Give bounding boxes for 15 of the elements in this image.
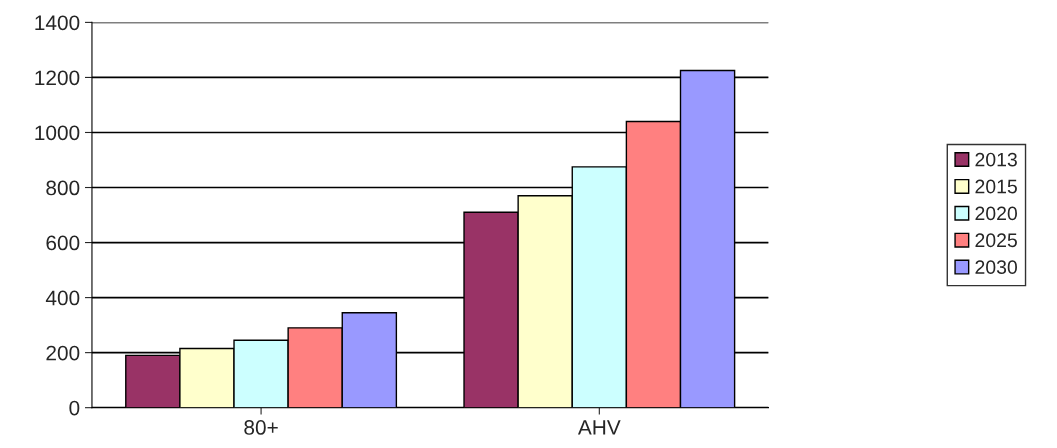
legend-label: 2013: [975, 152, 1017, 167]
y-tick-label: 600: [46, 235, 80, 251]
y-tick-label: 800: [46, 180, 80, 196]
legend-label: 2015: [975, 179, 1017, 194]
x-tick-label: AHV: [577, 420, 621, 435]
x-tick-label: 80+: [244, 420, 278, 435]
y-tick-label: 0: [69, 400, 80, 416]
y-tick-label: 1200: [35, 70, 80, 86]
y-tick-label: 1400: [35, 15, 80, 31]
y-tick-label: 200: [46, 345, 80, 361]
legend-label: 2030: [975, 260, 1017, 275]
legend-label: 2020: [975, 206, 1017, 221]
legend-label: 2025: [975, 233, 1017, 248]
y-tick-label: 400: [45, 290, 80, 306]
y-tick-label: 1000: [35, 125, 80, 141]
